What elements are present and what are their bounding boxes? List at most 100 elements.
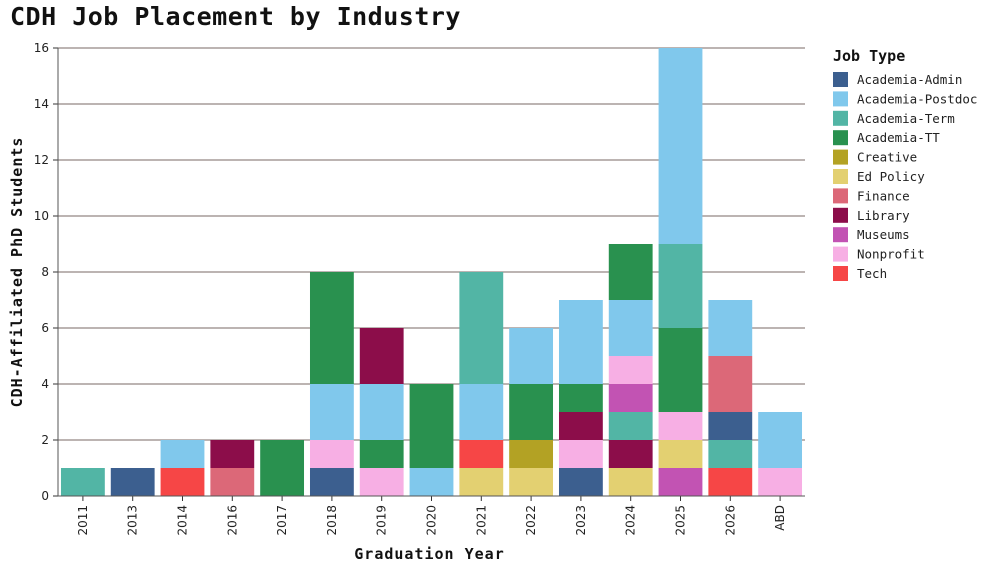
legend-label: Academia-Admin: [857, 72, 962, 87]
legend-label: Academia-TT: [857, 130, 940, 145]
bar-segment-ABD-nonprofit: [758, 468, 803, 496]
bar-segment-2018-academia-tt: [309, 272, 354, 384]
legend-label: Creative: [857, 150, 917, 165]
bar-segment-2021-academia-term: [459, 272, 504, 384]
bar-segment-2013-academia-admin: [110, 468, 155, 496]
x-tick-label: 2026: [723, 505, 737, 536]
bar-segment-2016-finance: [210, 468, 255, 496]
y-axis-title: CDH-Affiliated PhD Students: [8, 137, 26, 408]
legend-swatch-ed-policy: [833, 169, 848, 184]
bar-segment-2022-ed-policy: [509, 468, 554, 496]
bars-group: [60, 48, 803, 496]
bar-segment-2024-academia-postdoc: [608, 300, 653, 356]
bar-segment-2025-ed-policy: [658, 440, 703, 468]
bar-segment-2024-ed-policy: [608, 468, 653, 496]
legend-label: Nonprofit: [857, 247, 925, 262]
x-tick-label: 2011: [76, 505, 90, 536]
bar-segment-2022-creative: [509, 440, 554, 468]
legend-label: Library: [857, 208, 910, 223]
x-tick-label: 2017: [275, 505, 289, 536]
bar-segment-2019-library: [359, 328, 404, 384]
bar-segment-2017-academia-tt: [260, 440, 305, 496]
bar-segment-2026-academia-admin: [708, 412, 753, 440]
bar-segment-2026-tech: [708, 468, 753, 496]
legend-label: Museums: [857, 227, 910, 242]
x-tick-label: 2024: [624, 505, 638, 536]
bar-segment-2018-academia-postdoc: [309, 384, 354, 440]
x-axis-title: Graduation Year: [354, 545, 504, 563]
x-tick-label: ABD: [773, 505, 787, 531]
bar-segment-2023-academia-postdoc: [558, 300, 603, 384]
bar-segment-2024-library: [608, 440, 653, 468]
bar-segment-2026-finance: [708, 356, 753, 412]
x-tick-label: 2014: [176, 505, 190, 536]
bar-segment-2025-nonprofit: [658, 412, 703, 440]
y-tick-label: 2: [41, 433, 49, 447]
bar-segment-2025-academia-term: [658, 244, 703, 328]
bar-segment-2024-museums: [608, 384, 653, 412]
bar-segment-2024-nonprofit: [608, 356, 653, 384]
bar-segment-2021-tech: [459, 440, 504, 468]
legend: Job Type Academia-Admin Academia-Postdoc A…: [833, 47, 977, 281]
x-tick-label: 2023: [574, 505, 588, 536]
legend-label: Finance: [857, 188, 910, 203]
bar-segment-2023-academia-tt: [558, 384, 603, 412]
legend-swatch-academia-postdoc: [833, 91, 848, 107]
bar-segment-2021-academia-postdoc: [459, 384, 504, 440]
x-tick-label: 2025: [674, 505, 688, 536]
x-tick-label: 2018: [325, 505, 339, 536]
bar-segment-2018-nonprofit: [309, 440, 354, 468]
bar-segment-2019-nonprofit: [359, 468, 404, 496]
y-tick-label: 6: [41, 321, 49, 335]
bar-segment-2025-academia-postdoc: [658, 48, 703, 244]
bar-segment-2025-museums: [658, 468, 703, 496]
bar-segment-2014-tech: [160, 468, 205, 496]
bar-segment-2016-library: [210, 440, 255, 468]
x-tick-label: 2021: [474, 505, 488, 536]
legend-label: Academia-Postdoc: [857, 91, 977, 106]
axes-group: 0 2 4 6 8 10 12 14 16 2011 2013 2014 2016 2017 2018 201…: [34, 41, 805, 536]
legend-label: Academia-Term: [857, 111, 955, 126]
x-tick-label: 2020: [425, 505, 439, 536]
legend-swatch-museums: [833, 227, 848, 243]
bar-segment-2024-academia-term: [608, 412, 653, 440]
bar-segment-2014-academia-postdoc: [160, 440, 205, 468]
y-tick-label: 14: [34, 97, 49, 111]
x-tick-label: 2019: [375, 505, 389, 536]
legend-swatch-academia-admin: [833, 72, 848, 87]
legend-swatch-academia-tt: [833, 130, 848, 146]
legend-swatch-tech: [833, 266, 848, 281]
bar-segment-2024-academia-tt: [608, 244, 653, 300]
bar-segment-2022-academia-tt: [509, 384, 554, 440]
bar-segment-2018-academia-admin: [309, 468, 354, 496]
legend-swatch-nonprofit: [833, 246, 848, 262]
y-tick-label: 8: [41, 265, 49, 279]
bar-segment-2022-academia-postdoc: [509, 328, 554, 384]
bar-segment-2023-nonprofit: [558, 440, 603, 468]
legend-swatch-finance: [833, 188, 848, 204]
y-tick-label: 16: [34, 41, 49, 55]
y-tick-label: 0: [41, 489, 49, 503]
bar-segment-ABD-academia-postdoc: [758, 412, 803, 468]
x-tick-label: 2013: [126, 505, 140, 536]
bar-segment-2026-academia-term: [708, 440, 753, 468]
bar-segment-2023-academia-admin: [558, 468, 603, 496]
x-tick-label: 2022: [524, 505, 538, 536]
bar-segment-2019-academia-postdoc: [359, 384, 404, 440]
y-tick-label: 4: [41, 377, 49, 391]
bar-segment-2019-academia-tt: [359, 440, 404, 468]
chart-title: CDH Job Placement by Industry: [10, 2, 461, 31]
legend-swatch-creative: [833, 149, 848, 165]
legend-title: Job Type: [833, 47, 905, 65]
bar-segment-2025-academia-tt: [658, 328, 703, 412]
x-tick-label: 2016: [225, 505, 239, 536]
bar-segment-2020-academia-postdoc: [409, 468, 454, 496]
bar-segment-2026-academia-postdoc: [708, 300, 753, 356]
legend-label: Tech: [857, 266, 887, 281]
bar-segment-2020-academia-tt: [409, 384, 454, 468]
bar-segment-2011-academia-term: [60, 468, 105, 496]
bar-segment-2023-library: [558, 412, 603, 440]
legend-label: Ed Policy: [857, 169, 925, 184]
y-tick-label: 12: [34, 153, 49, 167]
